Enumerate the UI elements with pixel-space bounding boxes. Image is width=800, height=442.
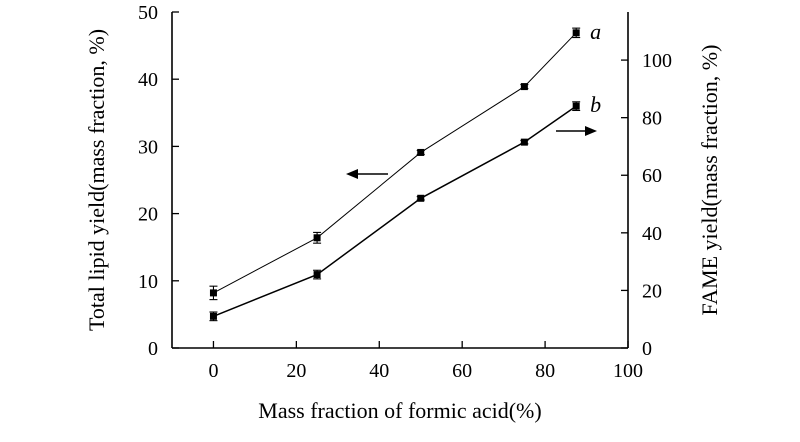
y-right-tick-label: 0: [642, 338, 652, 360]
y-left-tick-label: 20: [138, 204, 158, 226]
x-tick-label: 100: [613, 360, 643, 382]
data-point-b: [520, 138, 528, 146]
data-point-b: [417, 194, 425, 202]
x-tick-label: 60: [452, 360, 472, 382]
data-point-a: [520, 83, 528, 91]
series-line-b: [213, 105, 577, 318]
y-left-tick-label: 50: [138, 2, 158, 24]
data-point-b: [209, 312, 217, 320]
y-axis-right-title: FAME yield(mass fraction, %): [697, 45, 722, 316]
x-axis-title: Mass fraction of formic acid(%): [258, 398, 541, 423]
x-tick-label: 40: [369, 360, 389, 382]
data-point-a: [209, 289, 217, 297]
y-right-tick-label: 80: [642, 108, 662, 130]
series-line-a: [213, 32, 577, 294]
y-axis-left-title: Total lipid yield(mass fraction, %): [84, 29, 109, 331]
y-left-tick-label: 40: [138, 69, 158, 91]
x-tick-label: 80: [535, 360, 555, 382]
arrow-right-head: [585, 126, 597, 136]
y-left-tick-label: 30: [138, 136, 158, 158]
annotations: ab: [346, 19, 601, 179]
y-right-tick-label: 100: [642, 50, 672, 72]
x-tick-label: 20: [286, 360, 306, 382]
series-label-b: b: [590, 92, 601, 117]
y-left-tick-label: 10: [138, 271, 158, 293]
series-label-a: a: [590, 19, 601, 44]
data-point-a: [313, 234, 321, 242]
y-right-tick-label: 20: [642, 280, 662, 302]
data-point-a: [417, 148, 425, 156]
axes: [171, 12, 629, 349]
y-right-tick-label: 40: [642, 223, 662, 245]
arrow-left-head: [346, 169, 358, 179]
data-point-a: [572, 29, 580, 37]
y-left-tick-label: 0: [148, 338, 158, 360]
x-tick-label: 0: [208, 360, 218, 382]
data-point-b: [313, 271, 321, 279]
series-layer: [209, 27, 581, 322]
data-point-b: [572, 102, 580, 110]
y-right-tick-label: 60: [642, 165, 662, 187]
